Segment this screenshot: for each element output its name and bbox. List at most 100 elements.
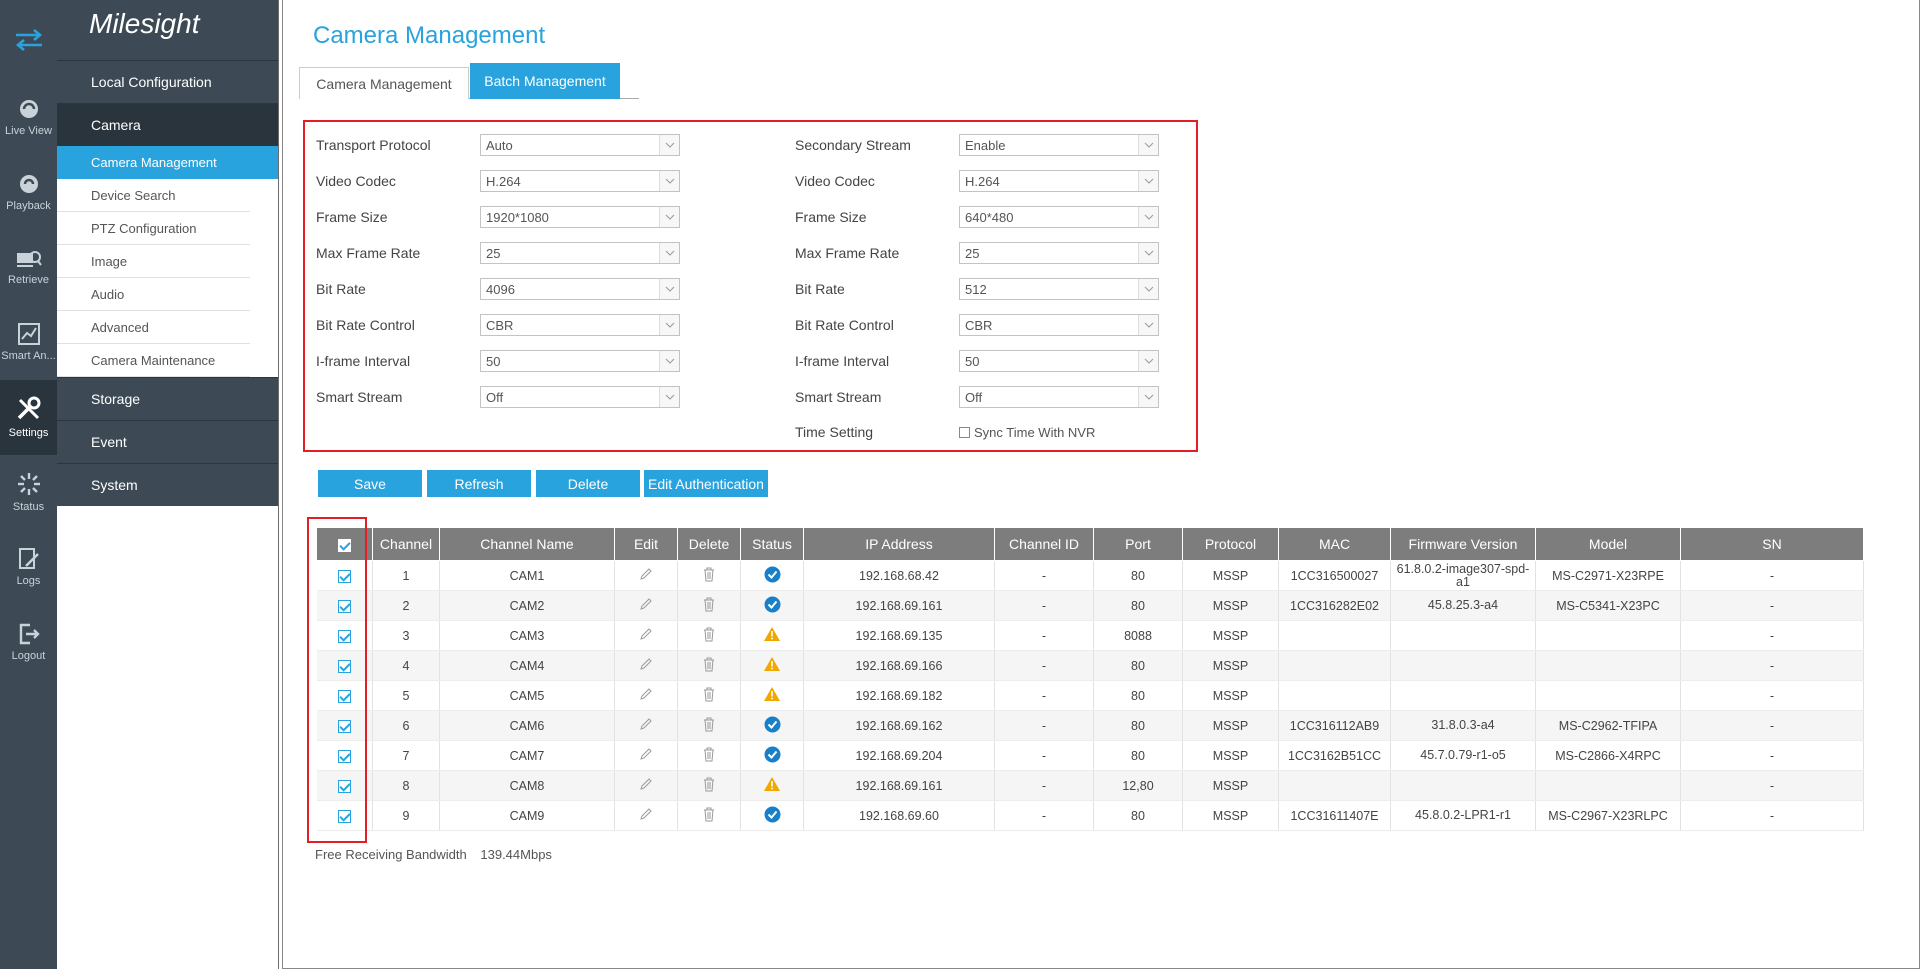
menu-advanced[interactable]: Advanced: [57, 311, 250, 344]
delete-row-button[interactable]: [677, 590, 741, 621]
secondary-max-frame-rate-select[interactable]: 25: [959, 242, 1159, 264]
menu-system[interactable]: System: [57, 463, 278, 506]
smart-stream-select[interactable]: Off: [480, 386, 680, 408]
col-sn[interactable]: SN: [1680, 527, 1864, 561]
menu-camera[interactable]: Camera: [57, 103, 278, 146]
table-row[interactable]: 4 CAM4 192.168.69.166-80 MSSP -: [316, 650, 1864, 681]
delete-row-button[interactable]: [677, 710, 741, 741]
secondary-video-codec-select[interactable]: H.264: [959, 170, 1159, 192]
field-label: Bit Rate: [795, 281, 845, 297]
chevron-down-icon: [1138, 135, 1158, 155]
table-row[interactable]: 8 CAM8 192.168.69.161-12,80 MSSP -: [316, 770, 1864, 801]
menu-audio[interactable]: Audio: [57, 278, 250, 311]
menu-ptz-configuration[interactable]: PTZ Configuration: [57, 212, 250, 245]
form-row: Bit Rate Control CBR: [316, 313, 680, 337]
delete-row-button[interactable]: [677, 800, 741, 831]
col-firmware-version[interactable]: Firmware Version: [1390, 527, 1536, 561]
secondary-stream-select[interactable]: Enable: [959, 134, 1159, 156]
iframe-interval-select[interactable]: 50: [480, 350, 680, 372]
row-checkbox[interactable]: [316, 560, 373, 591]
row-checkbox[interactable]: [316, 590, 373, 621]
save-button[interactable]: Save: [318, 470, 422, 497]
delete-button[interactable]: Delete: [536, 470, 640, 497]
row-checkbox[interactable]: [316, 770, 373, 801]
rail-status[interactable]: Status: [0, 455, 57, 530]
delete-row-button[interactable]: [677, 680, 741, 711]
transport-protocol-select[interactable]: Auto: [480, 134, 680, 156]
menu-local-configuration[interactable]: Local Configuration: [57, 60, 278, 103]
rail-settings-label: Settings: [8, 427, 49, 439]
sync-time-checkbox[interactable]: Sync Time With NVR: [959, 425, 1095, 440]
menu-image[interactable]: Image: [57, 245, 250, 278]
menu-device-search[interactable]: Device Search: [57, 179, 250, 212]
table-row[interactable]: 3 CAM3 192.168.69.135-8088 MSSP -: [316, 620, 1864, 651]
col-mac[interactable]: MAC: [1278, 527, 1391, 561]
edit-button[interactable]: [614, 680, 678, 711]
delete-row-button[interactable]: [677, 620, 741, 651]
edit-button[interactable]: [614, 740, 678, 771]
tab-camera-management[interactable]: Camera Management: [299, 67, 469, 99]
row-checkbox[interactable]: [316, 650, 373, 681]
delete-row-button[interactable]: [677, 560, 741, 591]
secondary-frame-size-select[interactable]: 640*480: [959, 206, 1159, 228]
col-channel-name[interactable]: Channel Name: [439, 527, 615, 561]
table-row[interactable]: 1 CAM1 192.168.68.42-80 MSSP 1CC316500027 61.…: [316, 560, 1864, 591]
secondary-iframe-interval-select[interactable]: 50: [959, 350, 1159, 372]
rail-logout[interactable]: Logout: [0, 605, 57, 680]
secondary-bit-rate-control-select[interactable]: CBR: [959, 314, 1159, 336]
select-all-checkbox[interactable]: [316, 527, 373, 561]
edit-button[interactable]: [614, 710, 678, 741]
rail-logs[interactable]: Logs: [0, 530, 57, 605]
rail-retrieve[interactable]: Retrieve: [0, 230, 57, 305]
col-ip-address[interactable]: IP Address: [803, 527, 995, 561]
table-row[interactable]: 9 CAM9 192.168.69.60-80 MSSP 1CC31611407E 45.…: [316, 800, 1864, 831]
delete-row-button[interactable]: [677, 740, 741, 771]
edit-button[interactable]: [614, 770, 678, 801]
col-channel[interactable]: Channel: [372, 527, 440, 561]
video-codec-select[interactable]: H.264: [480, 170, 680, 192]
menu-camera-maintenance[interactable]: Camera Maintenance: [57, 344, 250, 377]
form-row: Video Codec H.264: [795, 169, 1159, 193]
delete-row-button[interactable]: [677, 650, 741, 681]
row-checkbox[interactable]: [316, 620, 373, 651]
row-checkbox[interactable]: [316, 740, 373, 771]
edit-authentication-button[interactable]: Edit Authentication: [644, 470, 768, 497]
table-row[interactable]: 2 CAM2 192.168.69.161-80 MSSP 1CC316282E02 45…: [316, 590, 1864, 621]
bit-rate-control-select[interactable]: CBR: [480, 314, 680, 336]
col-status[interactable]: Status: [740, 527, 804, 561]
rail-settings[interactable]: Settings: [0, 380, 57, 455]
menu-storage[interactable]: Storage: [57, 377, 278, 420]
col-port[interactable]: Port: [1093, 527, 1183, 561]
checkbox-checked-icon: [337, 569, 351, 583]
frame-size-select[interactable]: 1920*1080: [480, 206, 680, 228]
rail-smart-analysis[interactable]: Smart An...: [0, 305, 57, 380]
rail-live-view[interactable]: Live View: [0, 80, 57, 155]
rail-playback[interactable]: Playback: [0, 155, 57, 230]
edit-button[interactable]: [614, 560, 678, 591]
table-row[interactable]: 6 CAM6 192.168.69.162-80 MSSP 1CC316112AB9 31…: [316, 710, 1864, 741]
row-checkbox[interactable]: [316, 710, 373, 741]
menu-event[interactable]: Event: [57, 420, 278, 463]
delete-row-button[interactable]: [677, 770, 741, 801]
col-model[interactable]: Model: [1535, 527, 1681, 561]
max-frame-rate-select[interactable]: 25: [480, 242, 680, 264]
form-row: Max Frame Rate 25: [795, 241, 1159, 265]
table-row[interactable]: 7 CAM7 192.168.69.204-80 MSSP 1CC3162B51CC 45…: [316, 740, 1864, 771]
col-protocol[interactable]: Protocol: [1182, 527, 1279, 561]
tab-batch-management[interactable]: Batch Management: [470, 63, 620, 99]
edit-button[interactable]: [614, 620, 678, 651]
refresh-button[interactable]: Refresh: [427, 470, 531, 497]
menu-camera-management[interactable]: Camera Management: [57, 146, 278, 179]
menu-toggle[interactable]: [0, 0, 57, 80]
col-channel-id[interactable]: Channel ID: [994, 527, 1094, 561]
row-checkbox[interactable]: [316, 680, 373, 711]
edit-button[interactable]: [614, 590, 678, 621]
secondary-smart-stream-select[interactable]: Off: [959, 386, 1159, 408]
table-row[interactable]: 5 CAM5 192.168.69.182-80 MSSP -: [316, 680, 1864, 711]
row-checkbox[interactable]: [316, 800, 373, 831]
edit-button[interactable]: [614, 650, 678, 681]
bit-rate-select[interactable]: 4096: [480, 278, 680, 300]
edit-button[interactable]: [614, 800, 678, 831]
cell-sn: -: [1680, 650, 1864, 681]
secondary-bit-rate-select[interactable]: 512: [959, 278, 1159, 300]
